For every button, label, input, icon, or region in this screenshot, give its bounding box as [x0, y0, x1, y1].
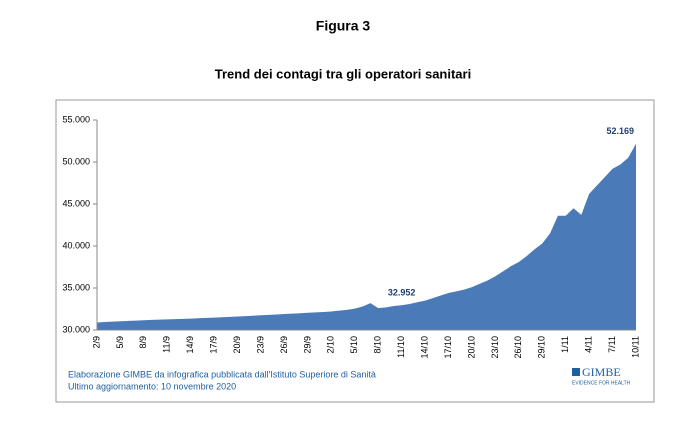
x-tick-label: 5/9 [115, 336, 125, 349]
x-tick-label: 11/9 [162, 336, 172, 353]
x-tick-label: 7/11 [607, 336, 617, 353]
x-tick-label: 10/11 [630, 336, 640, 358]
x-tick-label: 26/10 [513, 336, 523, 359]
y-tick-label: 30.000 [62, 324, 90, 334]
logo-mark [572, 368, 580, 376]
x-tick-label: 17/10 [443, 336, 453, 359]
x-tick-label: 2/10 [326, 336, 336, 354]
x-tick-label: 8/9 [138, 336, 148, 349]
x-tick-label: 26/9 [279, 336, 289, 354]
y-tick-label: 50.000 [62, 156, 90, 166]
x-tick-label: 29/10 [537, 336, 547, 359]
x-tick-label: 14/10 [419, 336, 429, 359]
chart-frame [55, 99, 655, 403]
x-tick-label: 2/9 [91, 336, 101, 349]
x-tick-label: 17/9 [209, 336, 219, 354]
update-note: Ultimo aggiornamento: 10 novembre 2020 [68, 381, 236, 391]
value-label: 52.169 [606, 126, 634, 136]
area [97, 143, 636, 330]
x-tick-label: 5/10 [349, 336, 359, 354]
x-tick-label: 20/10 [466, 336, 476, 359]
x-tick-label: 23/9 [255, 336, 265, 354]
x-tick-label: 20/9 [232, 336, 242, 354]
value-label: 32.952 [388, 288, 416, 298]
x-tick-label: 1/11 [560, 336, 570, 353]
x-tick-label: 8/10 [373, 336, 383, 354]
y-tick-label: 35.000 [62, 282, 90, 292]
y-tick-label: 40.000 [62, 240, 90, 250]
logo: GIMBE [582, 365, 621, 379]
x-tick-label: 23/10 [490, 336, 500, 359]
x-tick-label: 29/9 [302, 336, 312, 354]
x-tick-label: 11/10 [396, 336, 406, 358]
x-tick-label: 4/11 [584, 336, 594, 353]
x-tick-label: 14/9 [185, 336, 195, 354]
y-tick-label: 45.000 [62, 198, 90, 208]
logo-tagline: EVIDENCE FOR HEALTH [572, 380, 631, 386]
chart-title: Trend dei contagi tra gli operatori sani… [215, 66, 471, 81]
y-tick-label: 55.000 [62, 114, 90, 124]
source-note: Elaborazione GIMBE da infografica pubbli… [68, 369, 376, 379]
figure-label: Figura 3 [316, 18, 371, 34]
